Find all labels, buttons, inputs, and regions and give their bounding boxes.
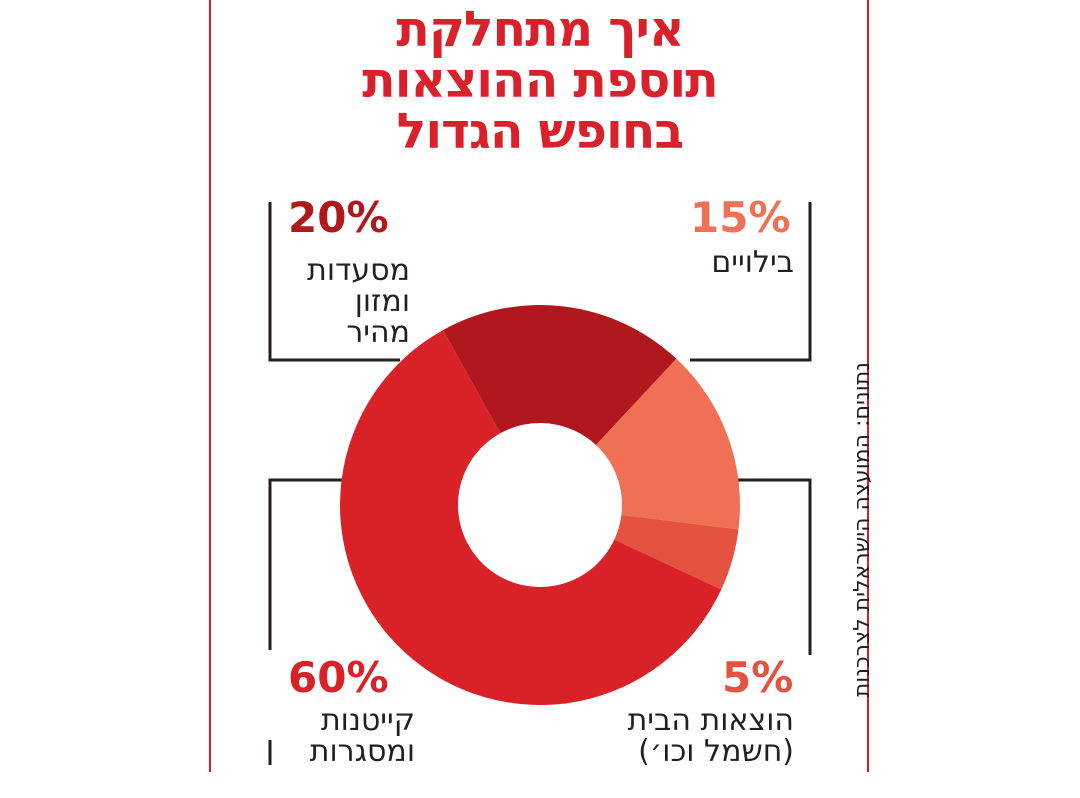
restaurants-slice [443,305,677,446]
household-label-line-2: (חשמל וכו׳) [638,734,794,769]
daycamps-category-label: קייטנות ומסגרות [270,705,415,767]
label-connectors [268,202,812,765]
daycamps-value-label: 60% [288,653,389,702]
restaurants-label-line-3: מהיר [346,315,410,350]
chart-title: איך מתחלקת תוספת ההוצאות בחופש הגדול [250,4,830,157]
daycamps-connector [268,478,345,650]
entertainment-category-label: בילויים [640,247,794,278]
daycamps-slice [339,330,722,706]
left-frame-line [209,0,211,772]
daycamps-label-line-1: קייטנות [320,703,415,738]
household-label-line-1: הוצאות הבית [627,703,794,738]
restaurants-category-label: מסעדות ומזון מהיר [270,255,410,348]
restaurants-value-label: 20% [288,193,389,242]
entertainment-connector [690,202,812,362]
entertainment-slice [595,358,740,530]
household-connector [735,478,812,655]
title-line-1: איך מתחלקת [396,1,684,58]
daycamps-label-line-2: ומסגרות [309,734,415,769]
household-value-label: 5% [722,653,794,702]
restaurants-connector [268,202,400,362]
title-line-3: בחופש הגדול [396,103,685,160]
title-line-2: תוספת ההוצאות [362,52,718,109]
right-frame-line [867,0,869,772]
source-note: נתונים: המועצה הישראלית לצרכנות [850,362,875,698]
household-slice [614,514,739,590]
restaurants-label-line-1: מסעדות [307,253,410,288]
entertainment-value-label: 15% [690,193,791,242]
restaurants-label-line-2: ומזון [354,284,410,319]
household-category-label: הוצאות הבית (חשמל וכו׳) [580,705,794,767]
donut-slices [339,305,740,706]
entertainment-label-line-1: בילויים [711,245,794,280]
